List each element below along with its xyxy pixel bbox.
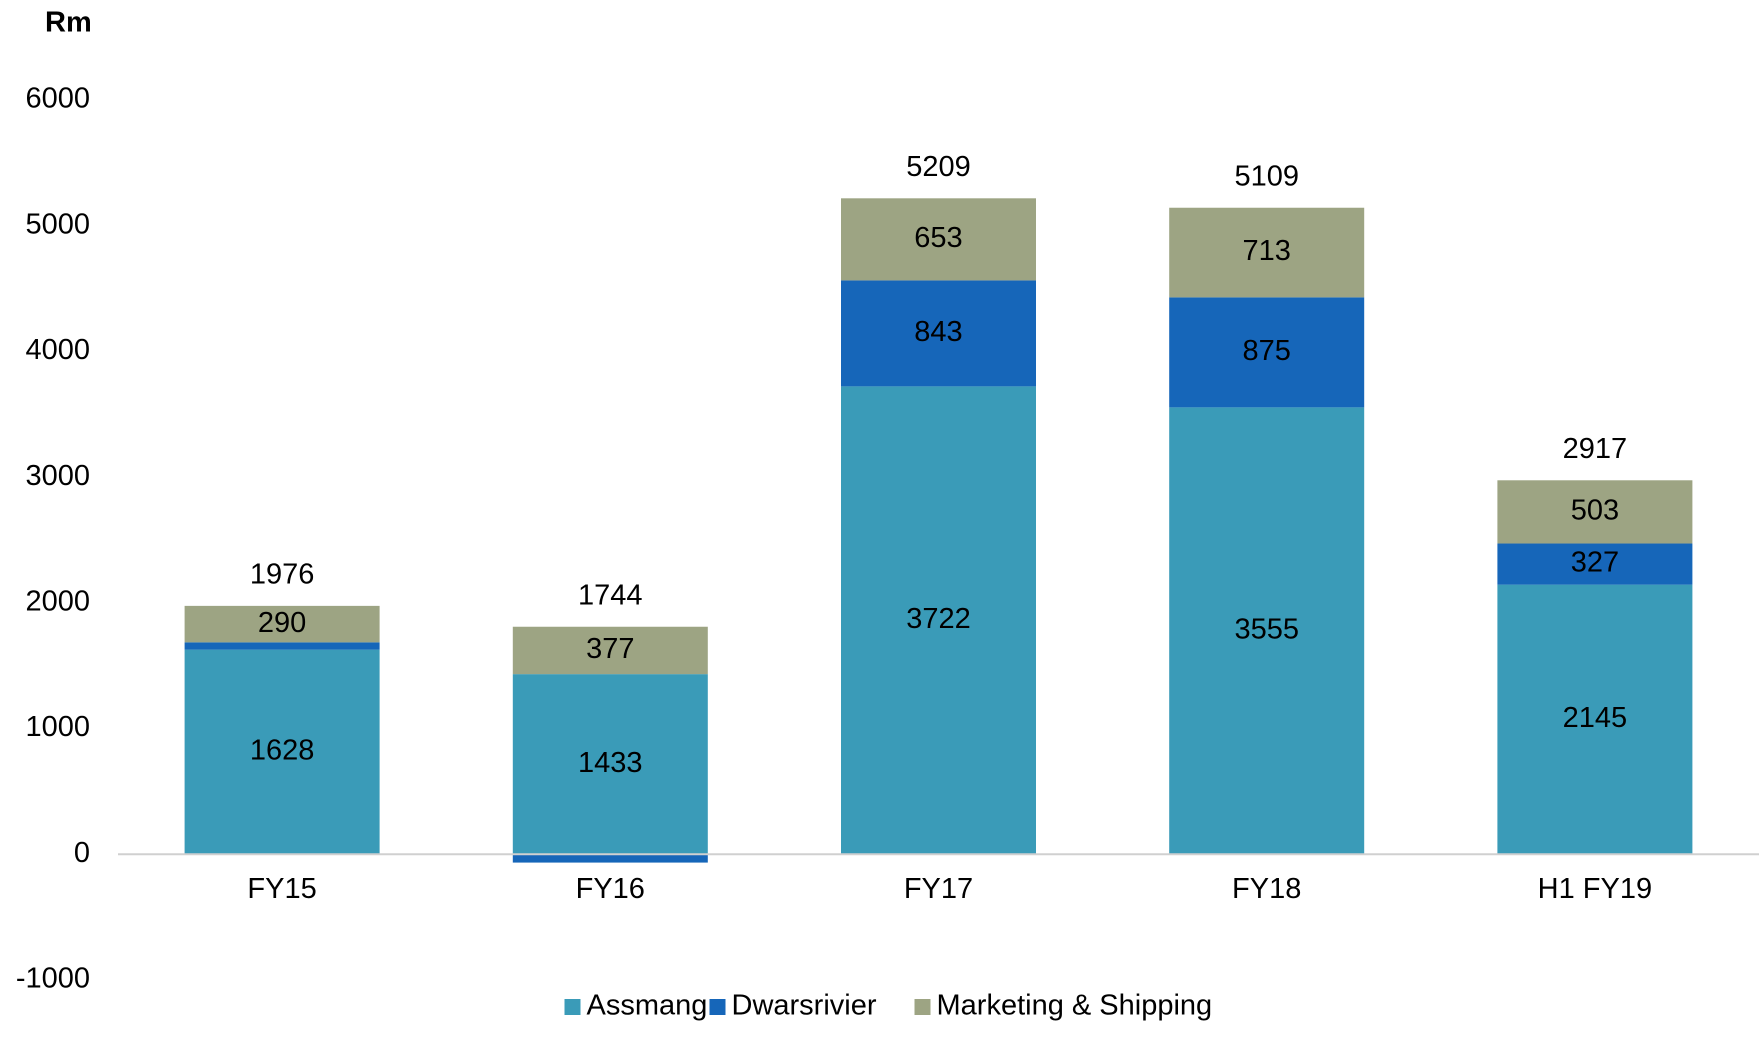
bar-segment [184,642,380,650]
bar-segment [512,626,708,675]
data-label: 875 [1243,335,1291,367]
bar-segment [841,198,1036,281]
data-label: 1628 [250,735,315,767]
x-tick-label: FY18 [1232,873,1301,905]
bar-segment [184,605,380,643]
bar-segment [1169,407,1365,855]
y-tick-label: 2000 [25,586,90,618]
total-label: 1744 [578,579,643,611]
y-tick-label: 6000 [25,83,90,115]
x-tick-label: FY15 [247,873,316,905]
bar-segment [1169,207,1365,298]
data-label: 377 [586,633,634,665]
data-label: 290 [258,607,306,639]
legend-swatch [709,999,726,1015]
bar-segment [841,280,1036,387]
bar-segment [1497,584,1693,855]
data-label: 503 [1571,495,1619,527]
legend-swatch [564,999,581,1015]
x-tick-label: FY17 [904,873,973,905]
data-label: 1433 [578,747,643,779]
data-label: 3555 [1234,613,1299,645]
y-tick-label: 0 [74,837,90,869]
total-label: 1976 [250,559,315,591]
legend-label: Dwarsrivier [732,990,877,1022]
legend-label: Marketing & Shipping [937,990,1213,1022]
y-tick-label: 1000 [25,711,90,743]
data-label: 2145 [1563,702,1628,734]
y-tick-label: 3000 [25,460,90,492]
bar-segment [512,854,708,863]
data-label: 713 [1243,235,1291,267]
data-label: 653 [914,222,962,254]
y-tick-label: 4000 [25,334,90,366]
y-tick-label: -1000 [16,963,90,995]
bar-segment [512,674,708,855]
x-tick-label: FY16 [576,873,645,905]
data-label: 843 [914,316,962,348]
y-axis-label: Rm [45,7,92,39]
bar-segment [841,386,1036,855]
bar-segment [184,649,380,855]
x-tick-label: H1 FY19 [1538,873,1652,905]
legend-label: Assmang [587,990,708,1022]
bar-segment [1497,543,1693,585]
total-label: 2917 [1563,433,1628,465]
total-label: 5109 [1234,160,1299,192]
data-label: 3722 [906,603,971,635]
bar-segment [1497,480,1693,544]
legend-swatch [914,999,931,1015]
y-tick-label: 5000 [25,208,90,240]
bar-segment [1169,297,1365,408]
total-label: 5209 [906,151,971,183]
data-label: 327 [1571,547,1619,579]
